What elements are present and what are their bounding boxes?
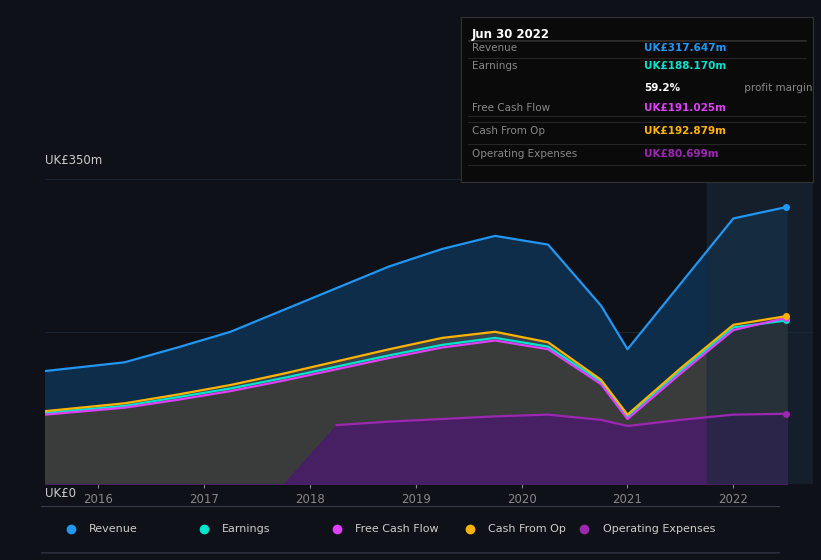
Text: Revenue: Revenue <box>472 43 517 53</box>
Text: Cash From Op: Cash From Op <box>472 126 545 136</box>
Text: Jun 30 2022: Jun 30 2022 <box>472 29 550 41</box>
Text: UK£192.879m: UK£192.879m <box>644 126 726 136</box>
Text: Earnings: Earnings <box>472 62 517 71</box>
Text: 59.2%: 59.2% <box>644 83 681 93</box>
Text: UK£188.170m: UK£188.170m <box>644 62 727 71</box>
Text: Free Cash Flow: Free Cash Flow <box>472 102 550 113</box>
Text: Operating Expenses: Operating Expenses <box>603 524 715 534</box>
Bar <box>707 179 821 484</box>
Text: UK£80.699m: UK£80.699m <box>644 149 718 159</box>
Text: UK£317.647m: UK£317.647m <box>644 43 727 53</box>
Text: Earnings: Earnings <box>222 524 271 534</box>
Text: UK£191.025m: UK£191.025m <box>644 102 726 113</box>
Text: Revenue: Revenue <box>89 524 138 534</box>
FancyBboxPatch shape <box>30 506 790 553</box>
Text: UK£350m: UK£350m <box>45 154 103 167</box>
Text: Operating Expenses: Operating Expenses <box>472 149 577 159</box>
Text: Cash From Op: Cash From Op <box>488 524 566 534</box>
Text: UK£0: UK£0 <box>45 487 76 501</box>
Text: profit margin: profit margin <box>741 83 812 93</box>
Text: Free Cash Flow: Free Cash Flow <box>355 524 438 534</box>
